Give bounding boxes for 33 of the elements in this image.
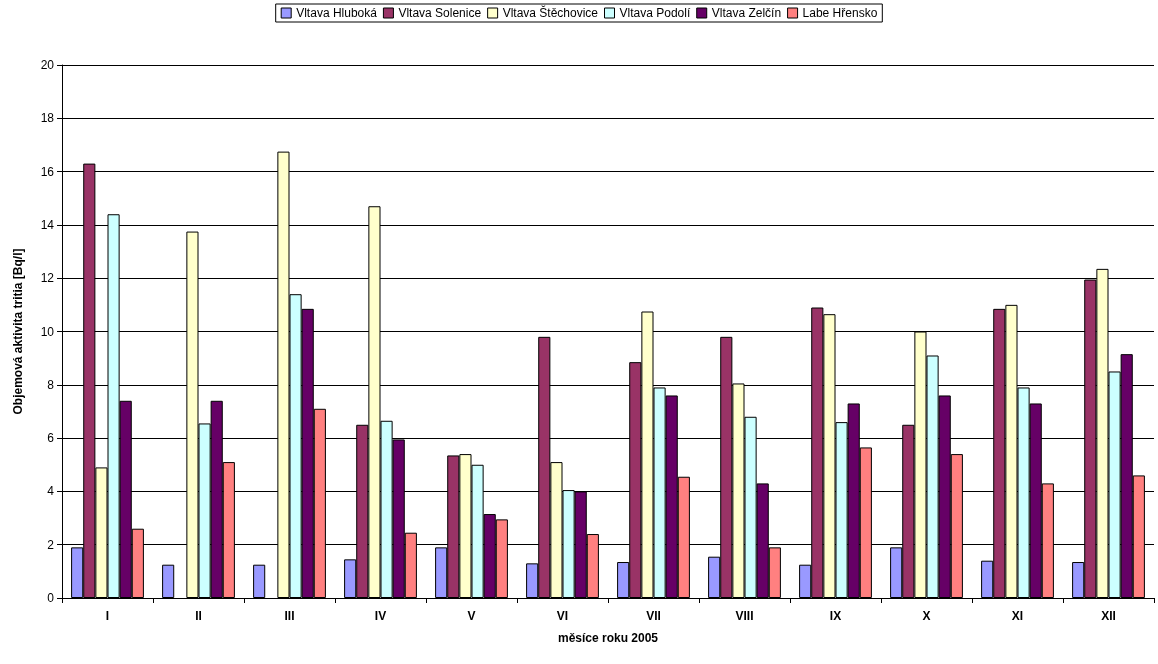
y-tick-label: 8 (47, 377, 55, 392)
x-tick-label: XII (1101, 609, 1116, 623)
y-tick-label: 10 (40, 324, 55, 339)
x-tick-label: III (284, 609, 295, 623)
y-tick-label: 20 (40, 58, 55, 72)
y-tick-label: 0 (47, 591, 55, 605)
x-tick-label: II (195, 609, 202, 623)
legend-label: Vltava Štěchovice (502, 5, 599, 20)
y-tick-label: 12 (40, 271, 55, 286)
bar (162, 564, 175, 598)
x-tick-label: VII (646, 609, 661, 623)
x-tick-label: IX (829, 609, 842, 623)
legend-label: Vltava Solenice (398, 6, 482, 20)
legend-label: Vltava Podolí (619, 6, 691, 20)
x-tick-label: IV (374, 609, 387, 623)
x-tick-label: VIII (735, 609, 754, 623)
legend-label: Vltava Hluboká (296, 6, 378, 20)
y-tick-label: 18 (40, 111, 55, 126)
x-tick-label: XI (1011, 609, 1024, 623)
bar (253, 564, 266, 598)
legend-label: Labe Hřensko (802, 6, 878, 20)
x-tick-label: V (467, 609, 476, 623)
y-tick-label: 6 (47, 431, 55, 446)
legend-label: Vltava Zelčín (711, 6, 782, 20)
y-tick-label: 16 (40, 164, 55, 179)
x-tick-label: VI (556, 609, 569, 623)
x-tick-label: I (105, 609, 110, 623)
y-tick-label: 2 (47, 537, 55, 552)
x-tick-label: X (922, 609, 931, 623)
x-axis-title: měsíce roku 2005 (557, 631, 659, 645)
y-tick-label: 14 (40, 217, 55, 232)
y-axis-title: Objemová aktivita tritia [Bq/l] (11, 248, 25, 415)
y-tick-label: 4 (47, 484, 55, 499)
